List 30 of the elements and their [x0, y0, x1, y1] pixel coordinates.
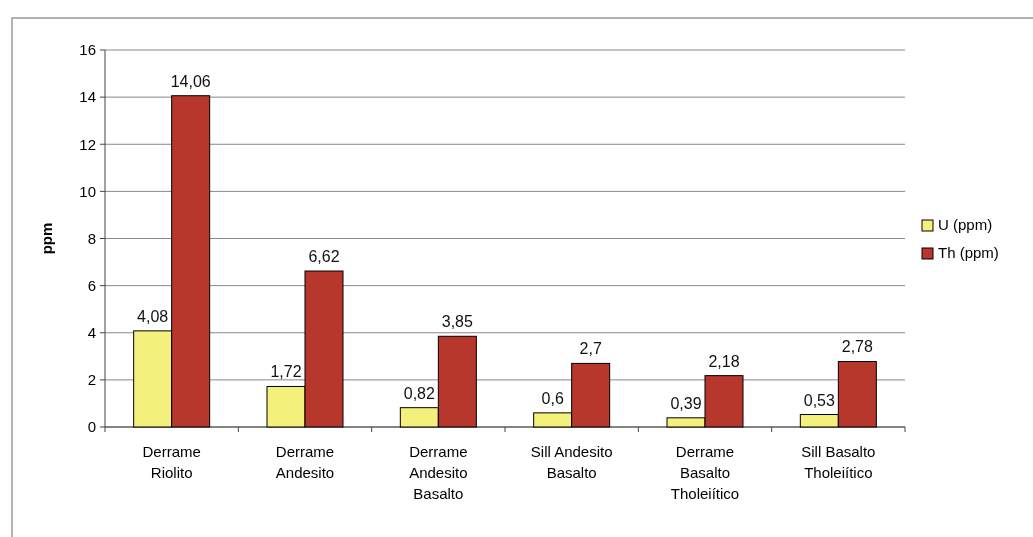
data-label: 0,39: [670, 394, 702, 412]
legend-label: Th (ppm): [938, 244, 999, 261]
data-label: 2,7: [579, 340, 602, 358]
x-tick-label: Sill Andesito Basalto: [530, 443, 613, 481]
y-tick-label: 6: [87, 276, 96, 294]
data-label: 0,82: [403, 384, 436, 402]
y-tick-label: 16: [79, 41, 96, 59]
x-tick-label: Derrame Riolito: [142, 443, 201, 481]
y-tick-label: 4: [87, 324, 96, 341]
data-label: 2,18: [708, 352, 740, 370]
data-label: 3,85: [441, 313, 474, 331]
y-tick-label: 8: [87, 229, 96, 247]
data-label: 1,72: [270, 363, 302, 381]
x-tick-label: Derrame Andesito Basalto: [409, 443, 468, 502]
y-tick-label: 12: [79, 135, 96, 153]
x-tick-label: Derrame Andesito: [275, 443, 335, 481]
data-label: 6,62: [308, 248, 340, 266]
data-label: 14,06: [170, 72, 211, 90]
legend-label: U (ppm): [938, 216, 993, 233]
y-axis-title: ppm: [38, 222, 55, 255]
data-label: 4,08: [137, 307, 169, 325]
y-tick-label: 14: [79, 88, 96, 106]
x-tick-label: Sill Basalto Tholeiítico: [801, 443, 876, 481]
data-label: 2,78: [841, 338, 874, 356]
y-tick-label: 0: [87, 418, 96, 436]
data-label: 0,6: [541, 389, 564, 407]
y-tick-label: 10: [79, 182, 96, 200]
x-tick-label: Derrame Basalto Tholeiítico: [670, 443, 740, 502]
data-label: 0,53: [803, 391, 836, 409]
y-tick-label: 2: [87, 371, 96, 389]
